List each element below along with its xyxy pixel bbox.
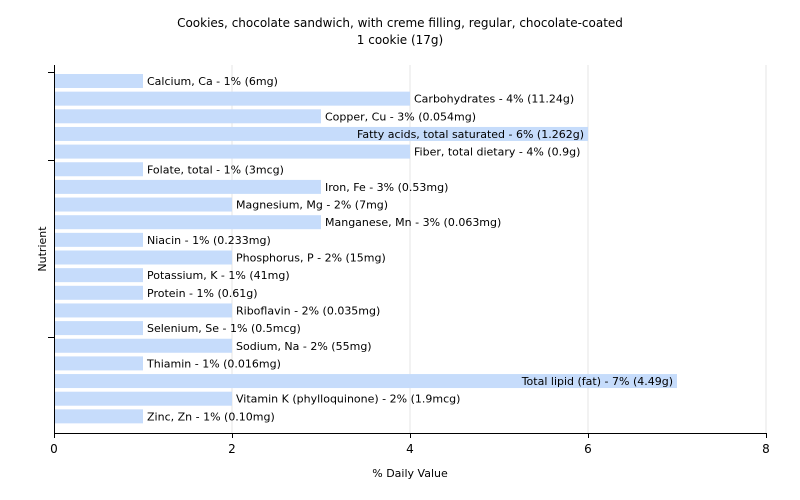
x-axis-title: % Daily Value — [372, 467, 448, 480]
chart-subtitle: 1 cookie (17g) — [356, 33, 444, 47]
bar — [55, 91, 410, 106]
y-axis-ticks — [48, 72, 54, 338]
bar-label: Potassium, K - 1% (41mg) — [147, 269, 290, 282]
bar-label: Folate, total - 1% (3mcg) — [147, 163, 284, 176]
bar — [55, 374, 677, 389]
bar-label: Vitamin K (phylloquinone) - 2% (1.9mcg) — [236, 393, 460, 406]
bar-label: Thiamin - 1% (0.016mg) — [146, 357, 281, 370]
x-tick-label: 6 — [584, 442, 592, 456]
bar-label: Fatty acids, total saturated - 6% (1.262… — [357, 128, 584, 141]
bar — [55, 285, 143, 300]
bar — [55, 109, 321, 124]
bar-label: Phosphorus, P - 2% (15mg) — [236, 252, 386, 265]
bar — [55, 197, 232, 212]
bar-label: Sodium, Na - 2% (55mg) — [236, 340, 372, 353]
bar — [55, 250, 232, 265]
bar — [55, 303, 232, 318]
bar — [55, 391, 232, 406]
bar — [55, 144, 410, 159]
bars: Calcium, Ca - 1% (6mg) Carbohydrates - 4%… — [55, 74, 677, 424]
bar-label: Zinc, Zn - 1% (0.10mg) — [147, 410, 275, 423]
bar-label: Total lipid (fat) - 7% (4.49g) — [521, 375, 673, 388]
x-tick-label: 2 — [228, 442, 236, 456]
bar-label: Niacin - 1% (0.233mg) — [147, 234, 271, 247]
x-tick-label: 8 — [762, 442, 770, 456]
x-tick-label: 4 — [406, 442, 414, 456]
chart-title: Cookies, chocolate sandwich, with creme … — [177, 16, 623, 30]
bar — [55, 268, 143, 283]
bar-label: Calcium, Ca - 1% (6mg) — [147, 75, 278, 88]
bar — [55, 215, 321, 230]
bar-label: Carbohydrates - 4% (11.24g) — [414, 93, 574, 106]
bar — [55, 162, 143, 177]
bar-label: Manganese, Mn - 3% (0.063mg) — [325, 216, 501, 229]
bar-label: Riboflavin - 2% (0.035mg) — [236, 304, 380, 317]
gridlines — [231, 65, 767, 433]
bar-label: Selenium, Se - 1% (0.5mcg) — [147, 322, 301, 335]
bar-label: Protein - 1% (0.61g) — [147, 287, 258, 300]
bar-label: Fiber, total dietary - 4% (0.9g) — [414, 146, 580, 159]
bar — [55, 126, 588, 141]
x-axis-ticks: 0 2 4 6 8 — [50, 433, 770, 456]
bar-label: Copper, Cu - 3% (0.054mg) — [325, 110, 476, 123]
bar — [55, 74, 143, 88]
bar-label: Iron, Fe - 3% (0.53mg) — [325, 181, 448, 194]
bar — [55, 356, 143, 371]
bar — [55, 321, 143, 336]
bar-label: Magnesium, Mg - 2% (7mg) — [236, 199, 388, 212]
bar — [55, 409, 143, 424]
bar — [55, 338, 232, 353]
y-axis-title: Nutrient — [36, 226, 49, 272]
bar — [55, 232, 143, 247]
bar — [55, 179, 321, 194]
x-tick-label: 0 — [50, 442, 58, 456]
